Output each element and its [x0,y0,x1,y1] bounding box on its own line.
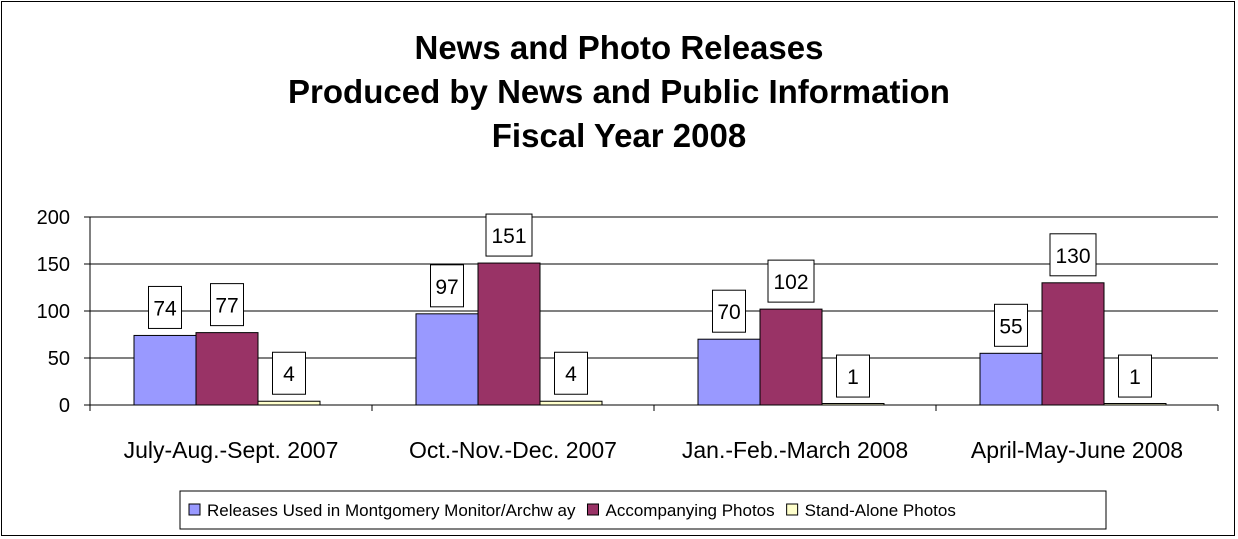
bar-1-4 [979,352,1043,406]
axes: 0 50 100 150 200 July-Aug.-Sept. 2007 Oct.-Nov… [37,207,1219,463]
bar-2-1 [195,332,259,406]
data-label-box [272,351,306,395]
y-tick-label: 150 [37,254,70,276]
data-label-box [712,289,746,333]
data-label-box [767,259,815,303]
data-label: 97 [435,276,458,299]
chart-title-line-1: News and Photo Releases [414,29,824,66]
chart-title-line-3: Fiscal Year 2008 [491,117,747,154]
data-label: 1 [1129,366,1141,389]
bar-1-3 [697,338,761,406]
legend: Releases Used in Montgomery Monitor/Arch… [179,490,1107,530]
x-category-label: Jan.-Feb.-March 2008 [682,437,908,463]
legend-label-1: Releases Used in Montgomery Monitor/Arch… [207,501,576,520]
data-label: 130 [1055,245,1090,268]
data-label: 1 [847,366,859,389]
bar-3-1 [257,400,321,406]
bar-1-1 [133,334,197,406]
y-tick-label: 100 [37,301,70,323]
bars [133,262,1167,406]
y-tick-label: 50 [48,348,70,370]
chart-title: News and Photo Releases Produced by News… [0,26,1238,158]
data-label-box [836,354,870,398]
y-tick-label: 200 [37,207,70,229]
bar-3-2 [539,400,603,406]
bar-2-4 [1041,282,1105,406]
data-label: 74 [153,297,177,320]
x-category-label: Oct.-Nov.-Dec. 2007 [409,437,617,463]
data-labels: 74 77 4 97 151 4 70 102 1 55 130 1 [148,213,1152,398]
data-label: 55 [999,315,1022,338]
legend-swatch-1 [188,503,201,516]
data-label-box [430,264,464,308]
bar-1-2 [415,313,479,406]
data-label: 77 [215,295,238,318]
chart-title-line-2: Produced by News and Public Information [288,73,950,110]
bar-2-2 [477,262,541,406]
data-label-box [1049,233,1097,277]
data-label: 151 [491,225,526,248]
x-category-label: April-May-June 2008 [971,437,1183,463]
data-label-box [485,213,533,257]
data-label-box [1118,354,1152,398]
y-tick-label: 0 [59,395,70,417]
data-label: 4 [565,363,577,386]
legend-box [179,490,1107,530]
legend-label-2: Accompanying Photos [605,501,774,520]
x-category-label: July-Aug.-Sept. 2007 [124,437,339,463]
data-label: 102 [773,271,808,294]
legend-label-3: Stand-Alone Photos [805,501,956,520]
data-label-box [148,285,182,329]
data-label: 70 [717,301,740,324]
legend-swatch-3 [786,503,799,516]
data-label: 4 [283,363,295,386]
legend-swatch-2 [586,503,599,516]
data-label-box [210,283,244,327]
bar-2-3 [759,308,823,406]
data-label-box [554,351,588,395]
data-label-box [994,303,1028,347]
